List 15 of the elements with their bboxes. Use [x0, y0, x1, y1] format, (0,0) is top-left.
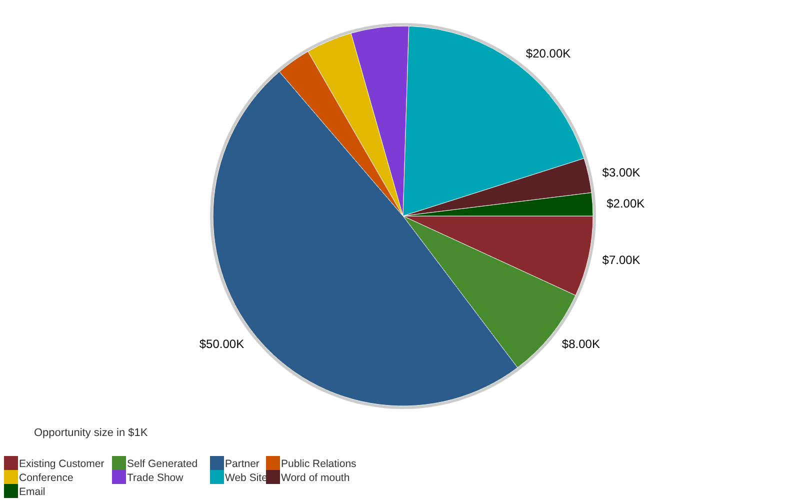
- legend-label: Existing Customer: [19, 458, 105, 470]
- data-label: $3.00K: [602, 166, 640, 180]
- legend-label: Word of mouth: [281, 472, 350, 484]
- data-label: $20.00K: [526, 46, 571, 60]
- legend-label: Self Generated: [127, 458, 198, 470]
- legend-label: Email: [19, 486, 46, 498]
- data-label: $8.00K: [562, 337, 600, 352]
- legend-title: Opportunity size in $1K: [34, 427, 148, 439]
- legend-label: Partner: [225, 458, 260, 470]
- legend-label: Public Relations: [281, 458, 356, 470]
- data-label: $7.00K: [602, 252, 640, 267]
- legend-label: Conference: [19, 472, 74, 484]
- data-label: $50.00K: [199, 337, 244, 352]
- data-label: $2.00K: [606, 196, 645, 211]
- legend-label: Trade Show: [127, 472, 184, 484]
